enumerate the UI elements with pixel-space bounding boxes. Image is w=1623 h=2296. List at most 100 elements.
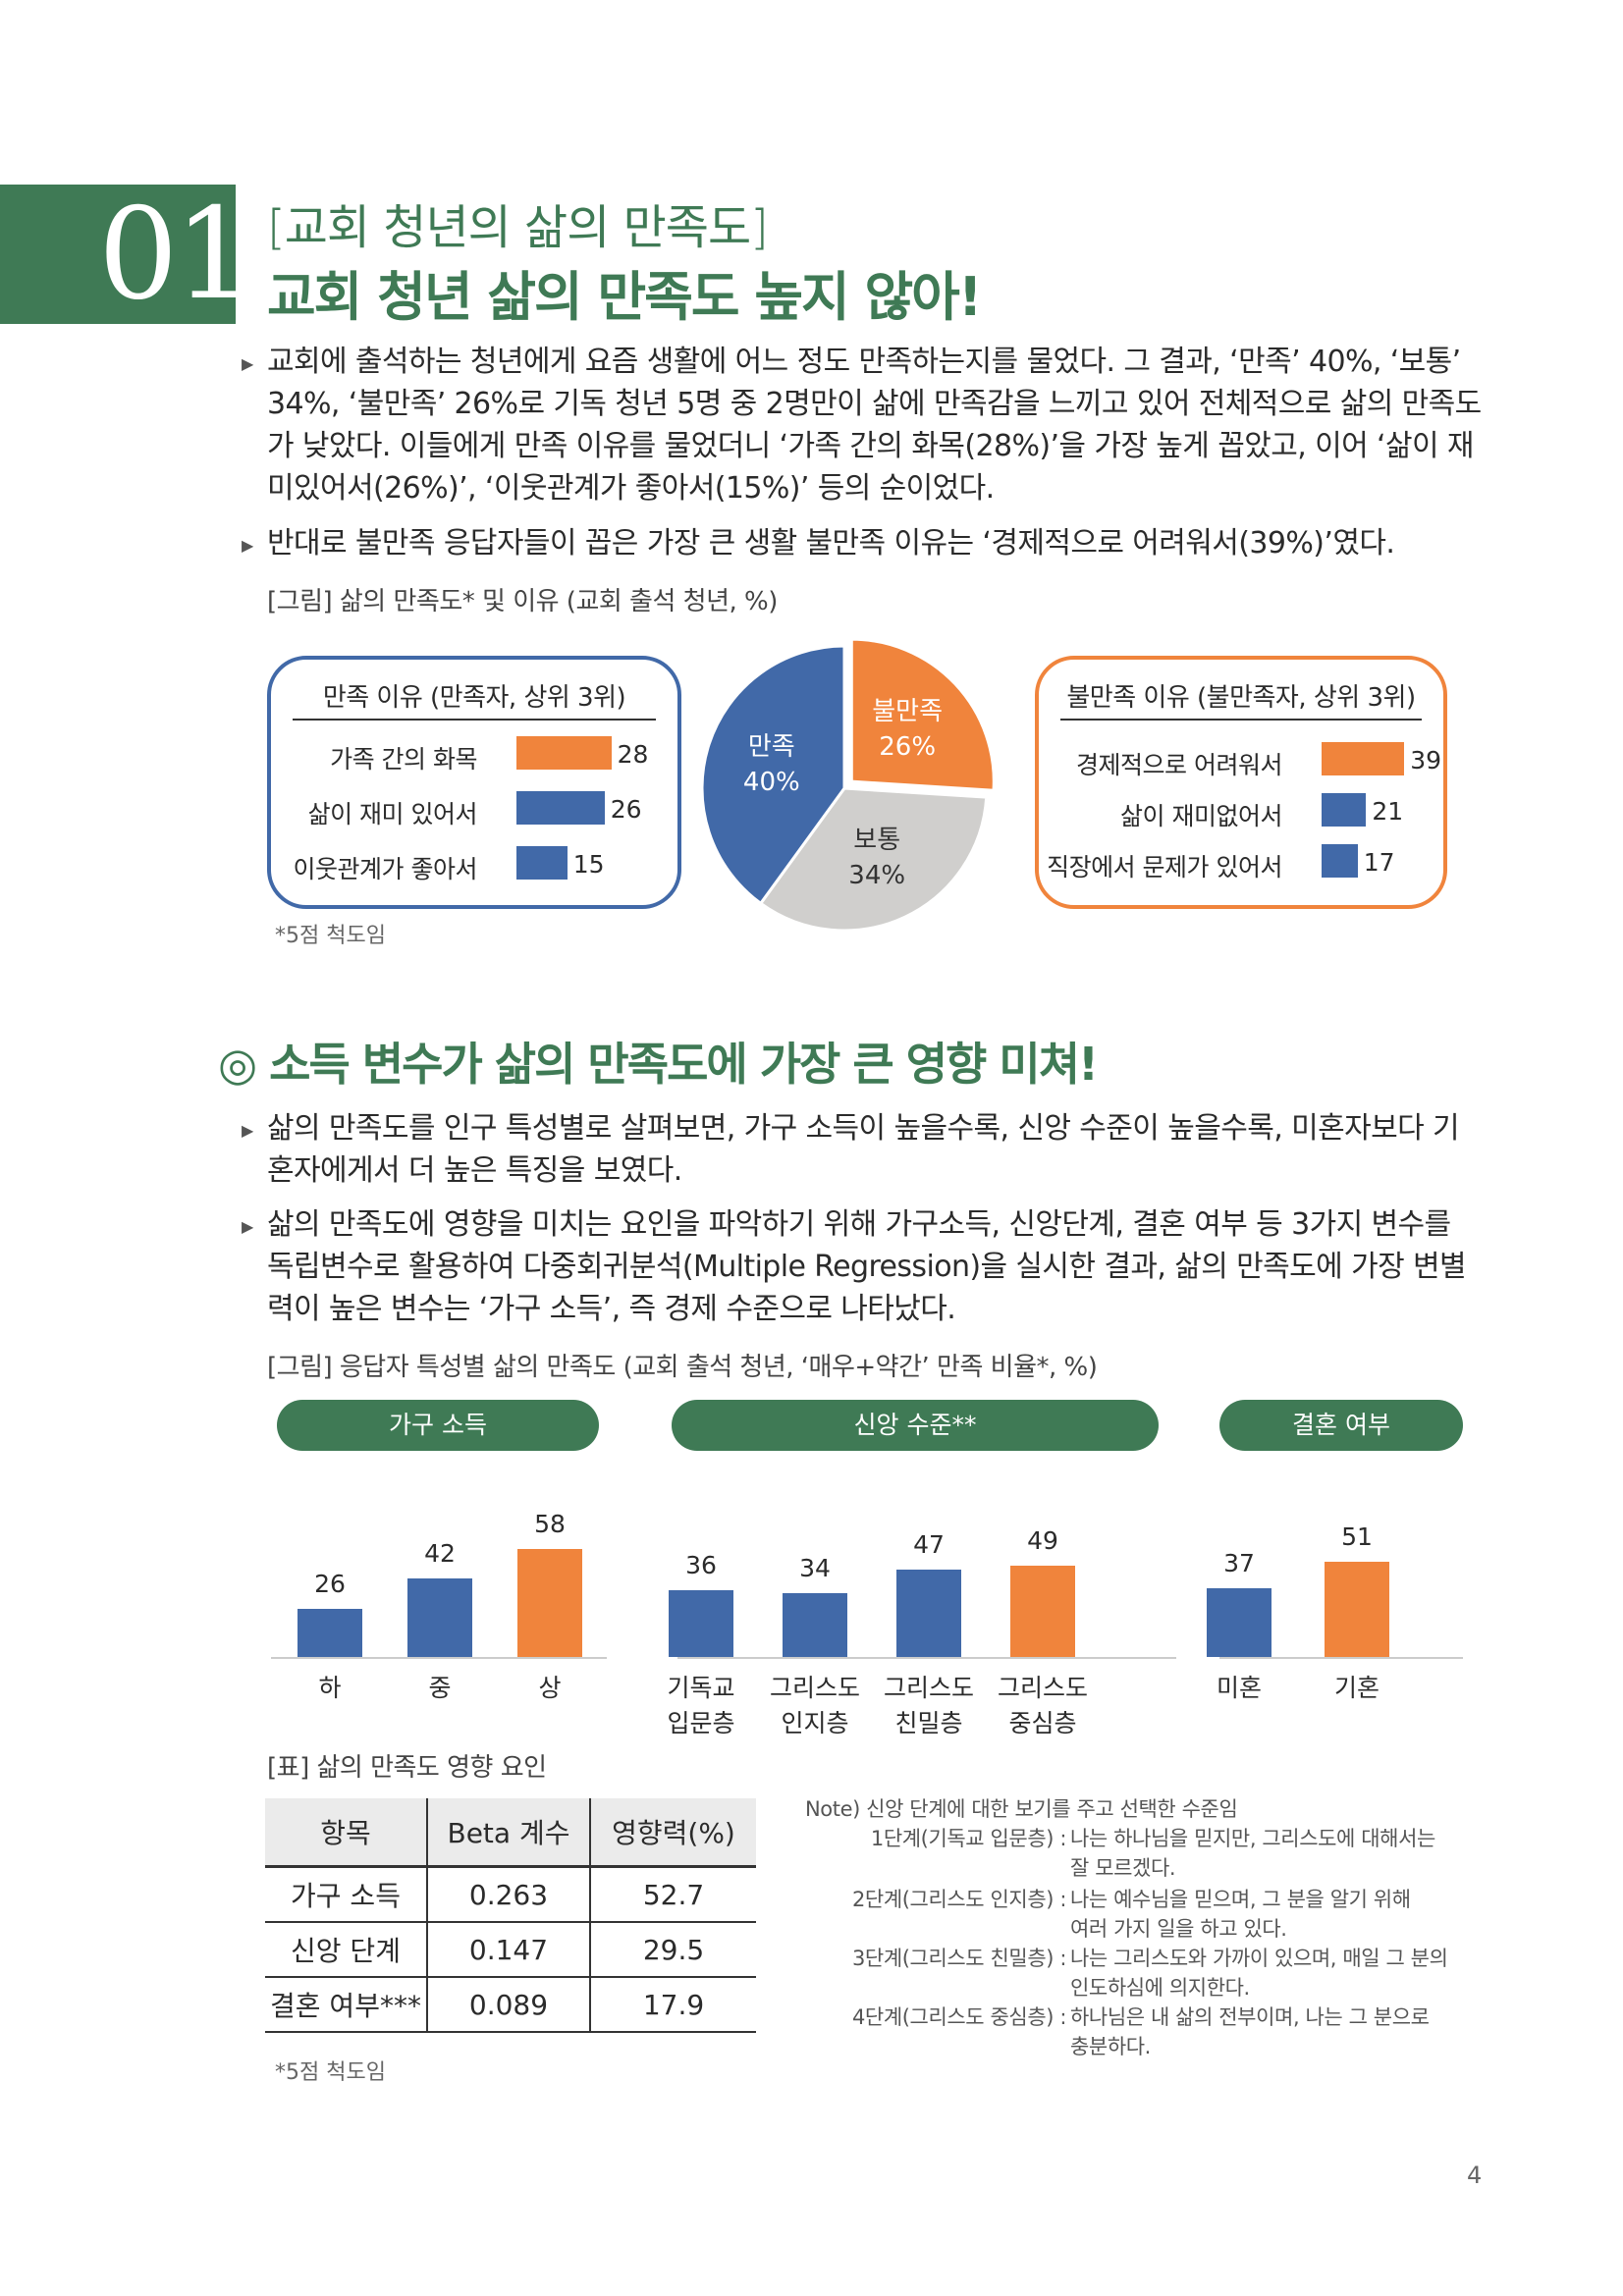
note-stage: 3단계(그리스도 친밀층) : bbox=[851, 1947, 1066, 1970]
section-title: 교회 청년 삶의 만족도 높지 않아! bbox=[267, 266, 982, 328]
group-pill: 신앙 수준** bbox=[672, 1400, 1159, 1451]
bar-category: 상 bbox=[496, 1671, 604, 1706]
bar-value: 47 bbox=[913, 1529, 945, 1559]
table-cell: 29.5 bbox=[589, 1922, 756, 1978]
axis-baseline bbox=[1219, 1657, 1463, 1659]
bar bbox=[517, 1548, 582, 1657]
pie-label-value: 40% bbox=[742, 767, 800, 797]
table-cell: 17.9 bbox=[589, 1977, 756, 2033]
bar-value: 42 bbox=[424, 1539, 456, 1569]
table-header: 영향력(%) bbox=[589, 1798, 756, 1868]
pie-slice bbox=[758, 786, 989, 933]
note-text: 나는 그리스도와 가까이 있으며, 매일 그 분의 bbox=[1070, 1947, 1448, 1970]
dissatisfaction-reasons-box: 불만족 이유 (불만족자, 상위 3위) 경제적으로 어려워서 39 삶이 재미없어… bbox=[1035, 656, 1447, 909]
bar-value: 26 bbox=[314, 1569, 346, 1598]
category-line: 중 bbox=[428, 1674, 452, 1702]
bar-value: 51 bbox=[1341, 1522, 1373, 1552]
category-line: 기독교 bbox=[667, 1674, 735, 1702]
pie-slice bbox=[849, 637, 996, 792]
bullet-icon: ▶ bbox=[242, 1121, 253, 1140]
bar-value: 37 bbox=[1223, 1548, 1255, 1577]
note-text: 하나님은 내 삶의 전부이며, 나는 그 분으로 bbox=[1070, 2005, 1430, 2029]
category-line: 상 bbox=[538, 1674, 562, 1702]
bar-label: 경제적으로 어려워서 bbox=[1076, 751, 1282, 779]
footnote: *5점 척도임 bbox=[275, 924, 386, 948]
table-cell: 0.263 bbox=[426, 1866, 590, 1923]
pie-slice bbox=[700, 644, 846, 906]
section-subtitle: [교회 청년의 삶의 만족도] bbox=[267, 200, 769, 255]
bar bbox=[783, 1593, 847, 1657]
paragraph: ▶ 반대로 불만족 응답자들이 꼽은 가장 큰 생활 불만족 이유는 ‘경제적으… bbox=[242, 522, 1485, 564]
bar bbox=[1322, 844, 1358, 878]
axis-baseline bbox=[677, 1657, 1176, 1659]
category-line: 그리스도 bbox=[769, 1674, 860, 1702]
bar bbox=[1010, 1565, 1075, 1657]
bar-category: 그리스도 중심층 bbox=[989, 1671, 1097, 1741]
box-title: 만족 이유 (만족자, 상위 3위) bbox=[322, 683, 626, 713]
bar bbox=[516, 791, 605, 825]
figure-caption: [그림] 응답자 특성별 삶의 만족도 (교회 출석 청년, ‘매우+약간’ 만… bbox=[267, 1353, 1098, 1382]
bar-category: 미혼 bbox=[1185, 1671, 1293, 1706]
note-text: 충분하다. bbox=[1070, 2035, 1151, 2058]
bar-value: 26 bbox=[610, 795, 642, 824]
bar-value: 36 bbox=[685, 1550, 717, 1579]
pie-label-name: 만족 bbox=[747, 731, 795, 762]
axis-baseline bbox=[271, 1657, 607, 1659]
table-cell: 가구 소득 bbox=[265, 1866, 427, 1923]
bar-value: 17 bbox=[1363, 848, 1395, 877]
bar bbox=[669, 1589, 733, 1657]
group-pill: 가구 소득 bbox=[277, 1400, 599, 1451]
note-stage: 2단계(그리스도 인지층) : bbox=[851, 1888, 1066, 1911]
pie-label: 만족 40% bbox=[713, 729, 831, 800]
category-line: 친밀층 bbox=[894, 1709, 963, 1737]
bullet-icon: ▶ bbox=[242, 354, 253, 373]
bar bbox=[896, 1569, 961, 1657]
bar-category: 하 bbox=[276, 1671, 384, 1706]
bar-value: 21 bbox=[1372, 797, 1404, 826]
section-number: 01 bbox=[98, 182, 254, 328]
note-text: 잘 모르겠다. bbox=[1070, 1856, 1176, 1880]
bar-category: 기혼 bbox=[1303, 1671, 1411, 1706]
bar-value: 34 bbox=[799, 1554, 831, 1583]
table-cell: 0.089 bbox=[426, 1977, 590, 2033]
table-row: 신앙 단계 0.147 29.5 bbox=[265, 1922, 756, 1978]
category-line: 그리스도 bbox=[883, 1674, 974, 1702]
bullet-icon: ▶ bbox=[242, 536, 253, 555]
bar bbox=[1325, 1562, 1389, 1657]
note-stage: 4단계(그리스도 중심층) : bbox=[851, 2005, 1066, 2029]
category-line: 기혼 bbox=[1333, 1674, 1380, 1702]
footnote: *5점 척도임 bbox=[275, 2060, 386, 2085]
note-stage: 1단계(기독교 입문층) : bbox=[870, 1827, 1067, 1850]
section2-title: ◎ 소득 변수가 삶의 만족도에 가장 큰 영향 미쳐! bbox=[218, 1038, 1099, 1091]
bar-value: 49 bbox=[1027, 1525, 1058, 1555]
figure-caption: [그림] 삶의 만족도* 및 이유 (교회 출석 청년, %) bbox=[267, 587, 778, 616]
table-header: 항목 bbox=[265, 1798, 427, 1868]
table-cell: 결혼 여부*** bbox=[265, 1977, 427, 2033]
category-line: 미혼 bbox=[1216, 1674, 1262, 1702]
table-row: 결혼 여부*** 0.089 17.9 bbox=[265, 1977, 756, 2033]
category-line: 입문층 bbox=[667, 1709, 735, 1737]
bar-label: 이웃관계가 좋아서 bbox=[293, 855, 478, 883]
bar-label: 가족 간의 화목 bbox=[330, 745, 477, 774]
table-cell: 0.147 bbox=[426, 1922, 590, 1978]
bar bbox=[1207, 1587, 1271, 1657]
bar-value: 28 bbox=[617, 740, 649, 769]
note-text: 나는 하나님을 믿지만, 그리스도에 대해서는 bbox=[1070, 1827, 1435, 1850]
bar-label: 삶이 재미없어서 bbox=[1120, 802, 1282, 830]
pie-label-name: 불만족 bbox=[872, 696, 944, 726]
bar bbox=[1322, 793, 1367, 827]
table-header-row: 항목 Beta 계수 영향력(%) bbox=[265, 1798, 756, 1868]
table-cell: 52.7 bbox=[589, 1866, 756, 1923]
bar-value: 15 bbox=[572, 850, 605, 879]
paragraph: ▶ 삶의 만족도를 인구 특성별로 살펴보면, 가구 소득이 높을수록, 신앙 … bbox=[242, 1111, 1460, 1188]
pie-label: 불만족 26% bbox=[848, 694, 966, 765]
group-pill: 결혼 여부 bbox=[1219, 1400, 1463, 1451]
bar bbox=[516, 846, 568, 880]
bar-label: 직장에서 문제가 있어서 bbox=[1047, 853, 1282, 881]
category-line: 중심층 bbox=[1008, 1709, 1077, 1737]
pie-label-name: 보통 bbox=[853, 825, 901, 855]
paragraph: ▶ 교회에 출석하는 청년에게 요즘 생활에 어느 정도 만족하는지를 물었다.… bbox=[242, 345, 1482, 506]
pie-label-value: 34% bbox=[848, 860, 906, 890]
